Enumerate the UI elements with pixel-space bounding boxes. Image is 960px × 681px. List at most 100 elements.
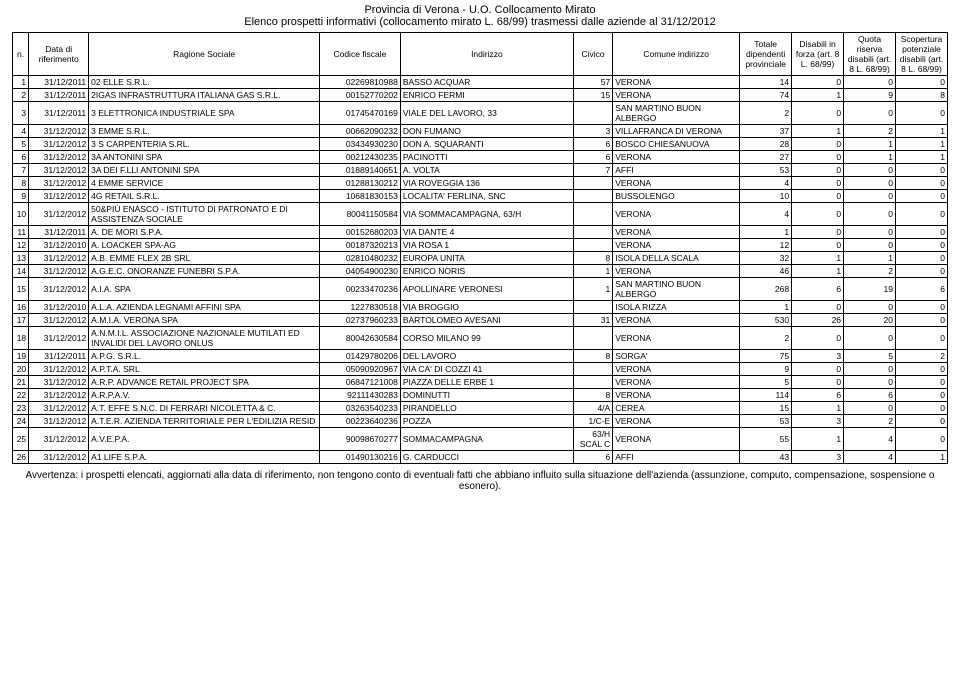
- col-addr: Indirizzo: [400, 33, 573, 76]
- table-cell: 23: [13, 402, 29, 415]
- table-cell: 0: [792, 102, 844, 125]
- table-cell: LOCALITA' FERLINA, SNC: [400, 190, 573, 203]
- table-cell: 1: [13, 76, 29, 89]
- table-cell: [573, 203, 612, 226]
- table-cell: 2: [844, 265, 896, 278]
- table-cell: VERONA: [613, 363, 740, 376]
- table-cell: VERONA: [613, 226, 740, 239]
- table-cell: 9: [13, 190, 29, 203]
- table-cell: 0: [844, 402, 896, 415]
- table-cell: 31/12/2012: [29, 314, 89, 327]
- table-cell: 0: [844, 363, 896, 376]
- table-cell: 31: [573, 314, 612, 327]
- table-cell: A.T. EFFE S.N.C. DI FERRARI NICOLETTA & …: [89, 402, 320, 415]
- table-cell: 0: [895, 327, 947, 350]
- table-cell: 05090920967: [320, 363, 401, 376]
- table-cell: PIRANDELLO: [400, 402, 573, 415]
- table-cell: 10681830153: [320, 190, 401, 203]
- table-cell: VIA DANTE 4: [400, 226, 573, 239]
- table-cell: A.R.P. ADVANCE RETAIL PROJECT SPA: [89, 376, 320, 389]
- table-cell: CORSO MILANO 99: [400, 327, 573, 350]
- table-cell: 2: [844, 125, 896, 138]
- table-cell: 4 EMME SERVICE: [89, 177, 320, 190]
- table-cell: 01429780206: [320, 350, 401, 363]
- table-cell: 24: [13, 415, 29, 428]
- table-cell: 0: [844, 376, 896, 389]
- table-cell: 0: [895, 389, 947, 402]
- col-rag: Ragione Sociale: [89, 33, 320, 76]
- table-cell: [573, 327, 612, 350]
- table-cell: 0: [792, 190, 844, 203]
- table-cell: 31/12/2011: [29, 89, 89, 102]
- table-cell: 75: [740, 350, 792, 363]
- table-cell: 12: [13, 239, 29, 252]
- table-cell: 31/12/2012: [29, 138, 89, 151]
- table-cell: 31/12/2010: [29, 301, 89, 314]
- table-cell: 2: [740, 327, 792, 350]
- table-cell: ENRICO NORIS: [400, 265, 573, 278]
- table-cell: 3 EMME S.R.L.: [89, 125, 320, 138]
- table-cell: ISOLA DELLA SCALA: [613, 252, 740, 265]
- table-cell: 11: [13, 226, 29, 239]
- table-cell: [573, 102, 612, 125]
- table-cell: PACINOTTI: [400, 151, 573, 164]
- table-cell: BARTOLOMEO AVESANI: [400, 314, 573, 327]
- table-row: 931/12/20124G RETAIL S.R.L.10681830153LO…: [13, 190, 948, 203]
- table-cell: 0: [792, 226, 844, 239]
- col-n: n.: [13, 33, 29, 76]
- table-cell: 31/12/2010: [29, 239, 89, 252]
- table-row: 2531/12/2012A.V.E.P.A.90098670277SOMMACA…: [13, 428, 948, 451]
- table-cell: VERONA: [613, 203, 740, 226]
- table-cell: 1: [895, 451, 947, 464]
- table-cell: APOLLINARE VERONESI: [400, 278, 573, 301]
- table-cell: 8: [13, 177, 29, 190]
- table-cell: 0: [844, 239, 896, 252]
- table-cell: VERONA: [613, 428, 740, 451]
- data-table: n. Data di riferimento Ragione Sociale C…: [12, 32, 948, 464]
- table-cell: [573, 177, 612, 190]
- table-cell: 31/12/2012: [29, 151, 89, 164]
- table-cell: 1: [895, 151, 947, 164]
- table-cell: 0: [844, 301, 896, 314]
- table-cell: 6: [895, 278, 947, 301]
- table-cell: 0: [895, 265, 947, 278]
- table-cell: 20: [844, 314, 896, 327]
- table-cell: VERONA: [613, 76, 740, 89]
- table-cell: VERONA: [613, 415, 740, 428]
- table-row: 1731/12/2012A.M.I.A. VERONA SPA027379602…: [13, 314, 948, 327]
- table-cell: 3: [792, 415, 844, 428]
- col-dis: Disabili in forza (art. 8 L. 68/99): [792, 33, 844, 76]
- table-cell: 0: [844, 102, 896, 125]
- table-cell: A.G.E.C. ONORANZE FUNEBRI S.P.A.: [89, 265, 320, 278]
- table-cell: VERONA: [613, 389, 740, 402]
- table-cell: 31/12/2012: [29, 177, 89, 190]
- table-cell: 8: [895, 89, 947, 102]
- table-cell: A. VOLTA: [400, 164, 573, 177]
- table-cell: DOMINUTTI: [400, 389, 573, 402]
- table-cell: 1: [844, 252, 896, 265]
- table-row: 631/12/20123A ANTONINI SPA00212430235PAC…: [13, 151, 948, 164]
- table-cell: 7: [573, 164, 612, 177]
- table-cell: PIAZZA DELLE ERBE 1: [400, 376, 573, 389]
- table-cell: 57: [573, 76, 612, 89]
- table-cell: 1: [792, 89, 844, 102]
- col-civ: Civico: [573, 33, 612, 76]
- table-cell: 6: [573, 451, 612, 464]
- table-cell: BOSCO CHIESANUOVA: [613, 138, 740, 151]
- table-cell: 268: [740, 278, 792, 301]
- table-cell: 10: [740, 190, 792, 203]
- table-cell: 19: [844, 278, 896, 301]
- table-cell: VILLAFRANCA DI VERONA: [613, 125, 740, 138]
- table-cell: A. LOACKER SPA-AG: [89, 239, 320, 252]
- table-cell: ENRICO FERMI: [400, 89, 573, 102]
- table-cell: 0: [895, 252, 947, 265]
- table-cell: 6: [792, 278, 844, 301]
- table-cell: 9: [844, 89, 896, 102]
- table-cell: 02737960233: [320, 314, 401, 327]
- table-cell: 0: [792, 164, 844, 177]
- table-cell: 12: [740, 239, 792, 252]
- table-cell: 2: [740, 102, 792, 125]
- table-cell: 0: [844, 203, 896, 226]
- table-header-row: n. Data di riferimento Ragione Sociale C…: [13, 33, 948, 76]
- table-cell: 31/12/2011: [29, 76, 89, 89]
